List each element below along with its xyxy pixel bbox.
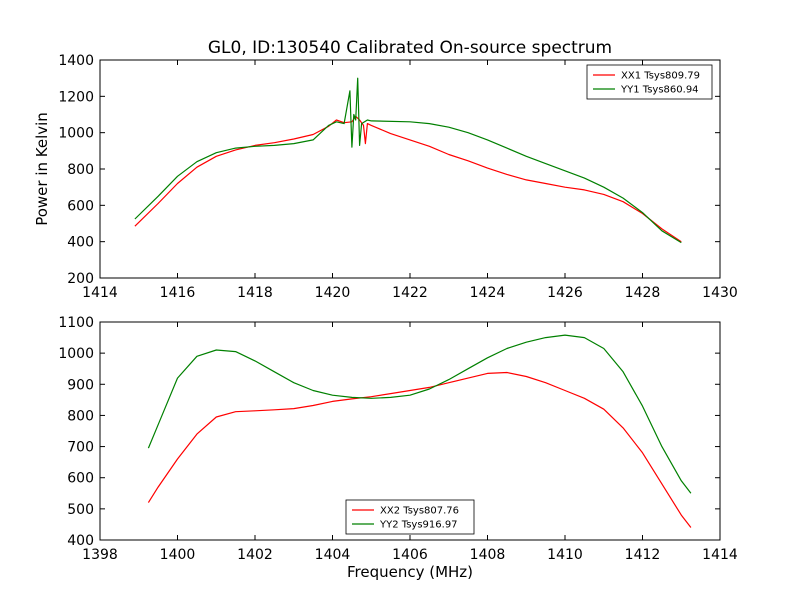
top-y-tick-label: 600 (67, 198, 94, 214)
top-x-tick-label: 1428 (625, 285, 661, 301)
bottom-y-tick-label: 900 (67, 377, 94, 393)
top-series-line-2 (134, 77, 682, 244)
chart-title: GL0, ID:130540 Calibrated On-source spec… (208, 38, 612, 58)
top-x-tick-label: 1420 (315, 285, 351, 301)
top-y-tick-label: 800 (67, 162, 94, 178)
top-x-tick-label: 1422 (392, 285, 428, 301)
bottom-x-axis-label: Frequency (MHz) (347, 563, 473, 581)
bottom-x-tick-label: 1412 (625, 547, 661, 563)
bottom-y-tick-label: 400 (67, 533, 94, 549)
top-legend-label-1: XX1 Tsys809.79 (621, 71, 700, 82)
top-x-tick-label: 1418 (237, 285, 273, 301)
bottom-x-tick-label: 1402 (237, 547, 273, 563)
top-y-tick-label: 1200 (58, 89, 94, 105)
bottom-x-tick-label: 1400 (160, 547, 196, 563)
bottom-x-tick-label: 1398 (82, 547, 118, 563)
top-y-tick-label: 1400 (58, 53, 94, 69)
bottom-y-tick-label: 1000 (58, 346, 94, 362)
bottom-y-tick-label: 500 (67, 502, 94, 518)
top-legend-box (586, 64, 713, 100)
bottom-legend: XX2 Tsys807.76 YY2 Tsys916.97 (345, 499, 475, 535)
bottom-legend-label-1: XX2 Tsys807.76 (380, 506, 459, 517)
top-series-group (134, 77, 682, 244)
top-x-tick-label: 1416 (160, 285, 196, 301)
top-y-tick-label: 200 (67, 271, 94, 287)
top-x-tick-label: 1426 (547, 285, 583, 301)
bottom-y-tick-label: 1100 (58, 315, 94, 331)
bottom-legend-label-2: YY2 Tsys916.97 (379, 520, 458, 531)
top-y-tick-label: 1000 (58, 126, 94, 142)
top-y-axis-label: Power in Kelvin (33, 112, 51, 226)
top-y-tick-label: 400 (67, 235, 94, 251)
bottom-x-tick-label: 1404 (315, 547, 351, 563)
top-legend: XX1 Tsys809.79 YY1 Tsys860.94 (586, 64, 713, 100)
bottom-plot: 1398 1400 1402 1404 1406 1408 1410 1412 1414 400 5… (58, 315, 738, 563)
bottom-series-line-2 (147, 334, 692, 494)
top-x-tick-label: 1430 (702, 285, 738, 301)
top-plot: 1414 1416 1418 1420 1422 1424 1426 1428 1430 200 4… (58, 53, 737, 301)
top-x-tick-label: 1424 (470, 285, 506, 301)
bottom-y-tick-label: 700 (67, 440, 94, 456)
top-x-tick-label: 1414 (82, 285, 118, 301)
bottom-series-group (147, 334, 692, 528)
bottom-x-tick-label: 1406 (392, 547, 428, 563)
bottom-legend-box (345, 499, 475, 535)
bottom-y-tick-label: 800 (67, 408, 94, 424)
bottom-x-tick-label: 1410 (547, 547, 583, 563)
bottom-x-tick-label: 1414 (702, 547, 738, 563)
top-legend-label-2: YY1 Tsys860.94 (620, 85, 699, 96)
bottom-x-tick-label: 1408 (470, 547, 506, 563)
bottom-y-tick-label: 600 (67, 471, 94, 487)
bottom-series-line-1 (147, 371, 692, 528)
